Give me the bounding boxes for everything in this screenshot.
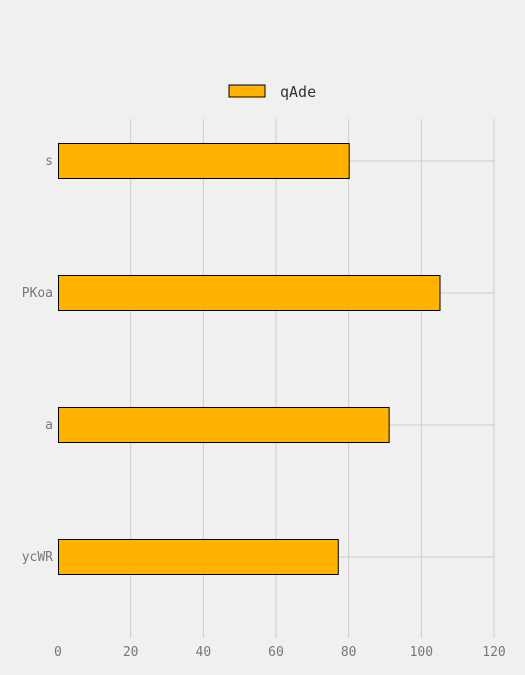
y-tick-label: a [45, 418, 53, 433]
bars [58, 143, 441, 575]
x-tick-label: 120 [482, 645, 505, 660]
bar-3 [58, 539, 339, 575]
x-tick-label: 80 [341, 645, 357, 660]
x-tick-label: 40 [196, 645, 212, 660]
x-tick-label: 0 [54, 645, 62, 660]
x-tick-label: 20 [123, 645, 139, 660]
legend-swatch [228, 84, 266, 98]
bar-1 [58, 275, 441, 311]
y-tick-label: ycWR [22, 550, 53, 565]
x-tick-label: 100 [410, 645, 433, 660]
y-axis-tick-labels: s PKoa a ycWR [22, 154, 53, 565]
legend: qAde [228, 83, 316, 101]
y-tick-label: PKoa [22, 286, 53, 301]
x-tick-label: 60 [268, 645, 284, 660]
y-tick-label: s [45, 154, 53, 169]
legend-label: qAde [280, 83, 316, 101]
x-axis-tick-labels: 0 20 40 60 80 100 120 [54, 645, 506, 660]
bar-2 [58, 407, 390, 443]
bar-0 [58, 143, 350, 179]
